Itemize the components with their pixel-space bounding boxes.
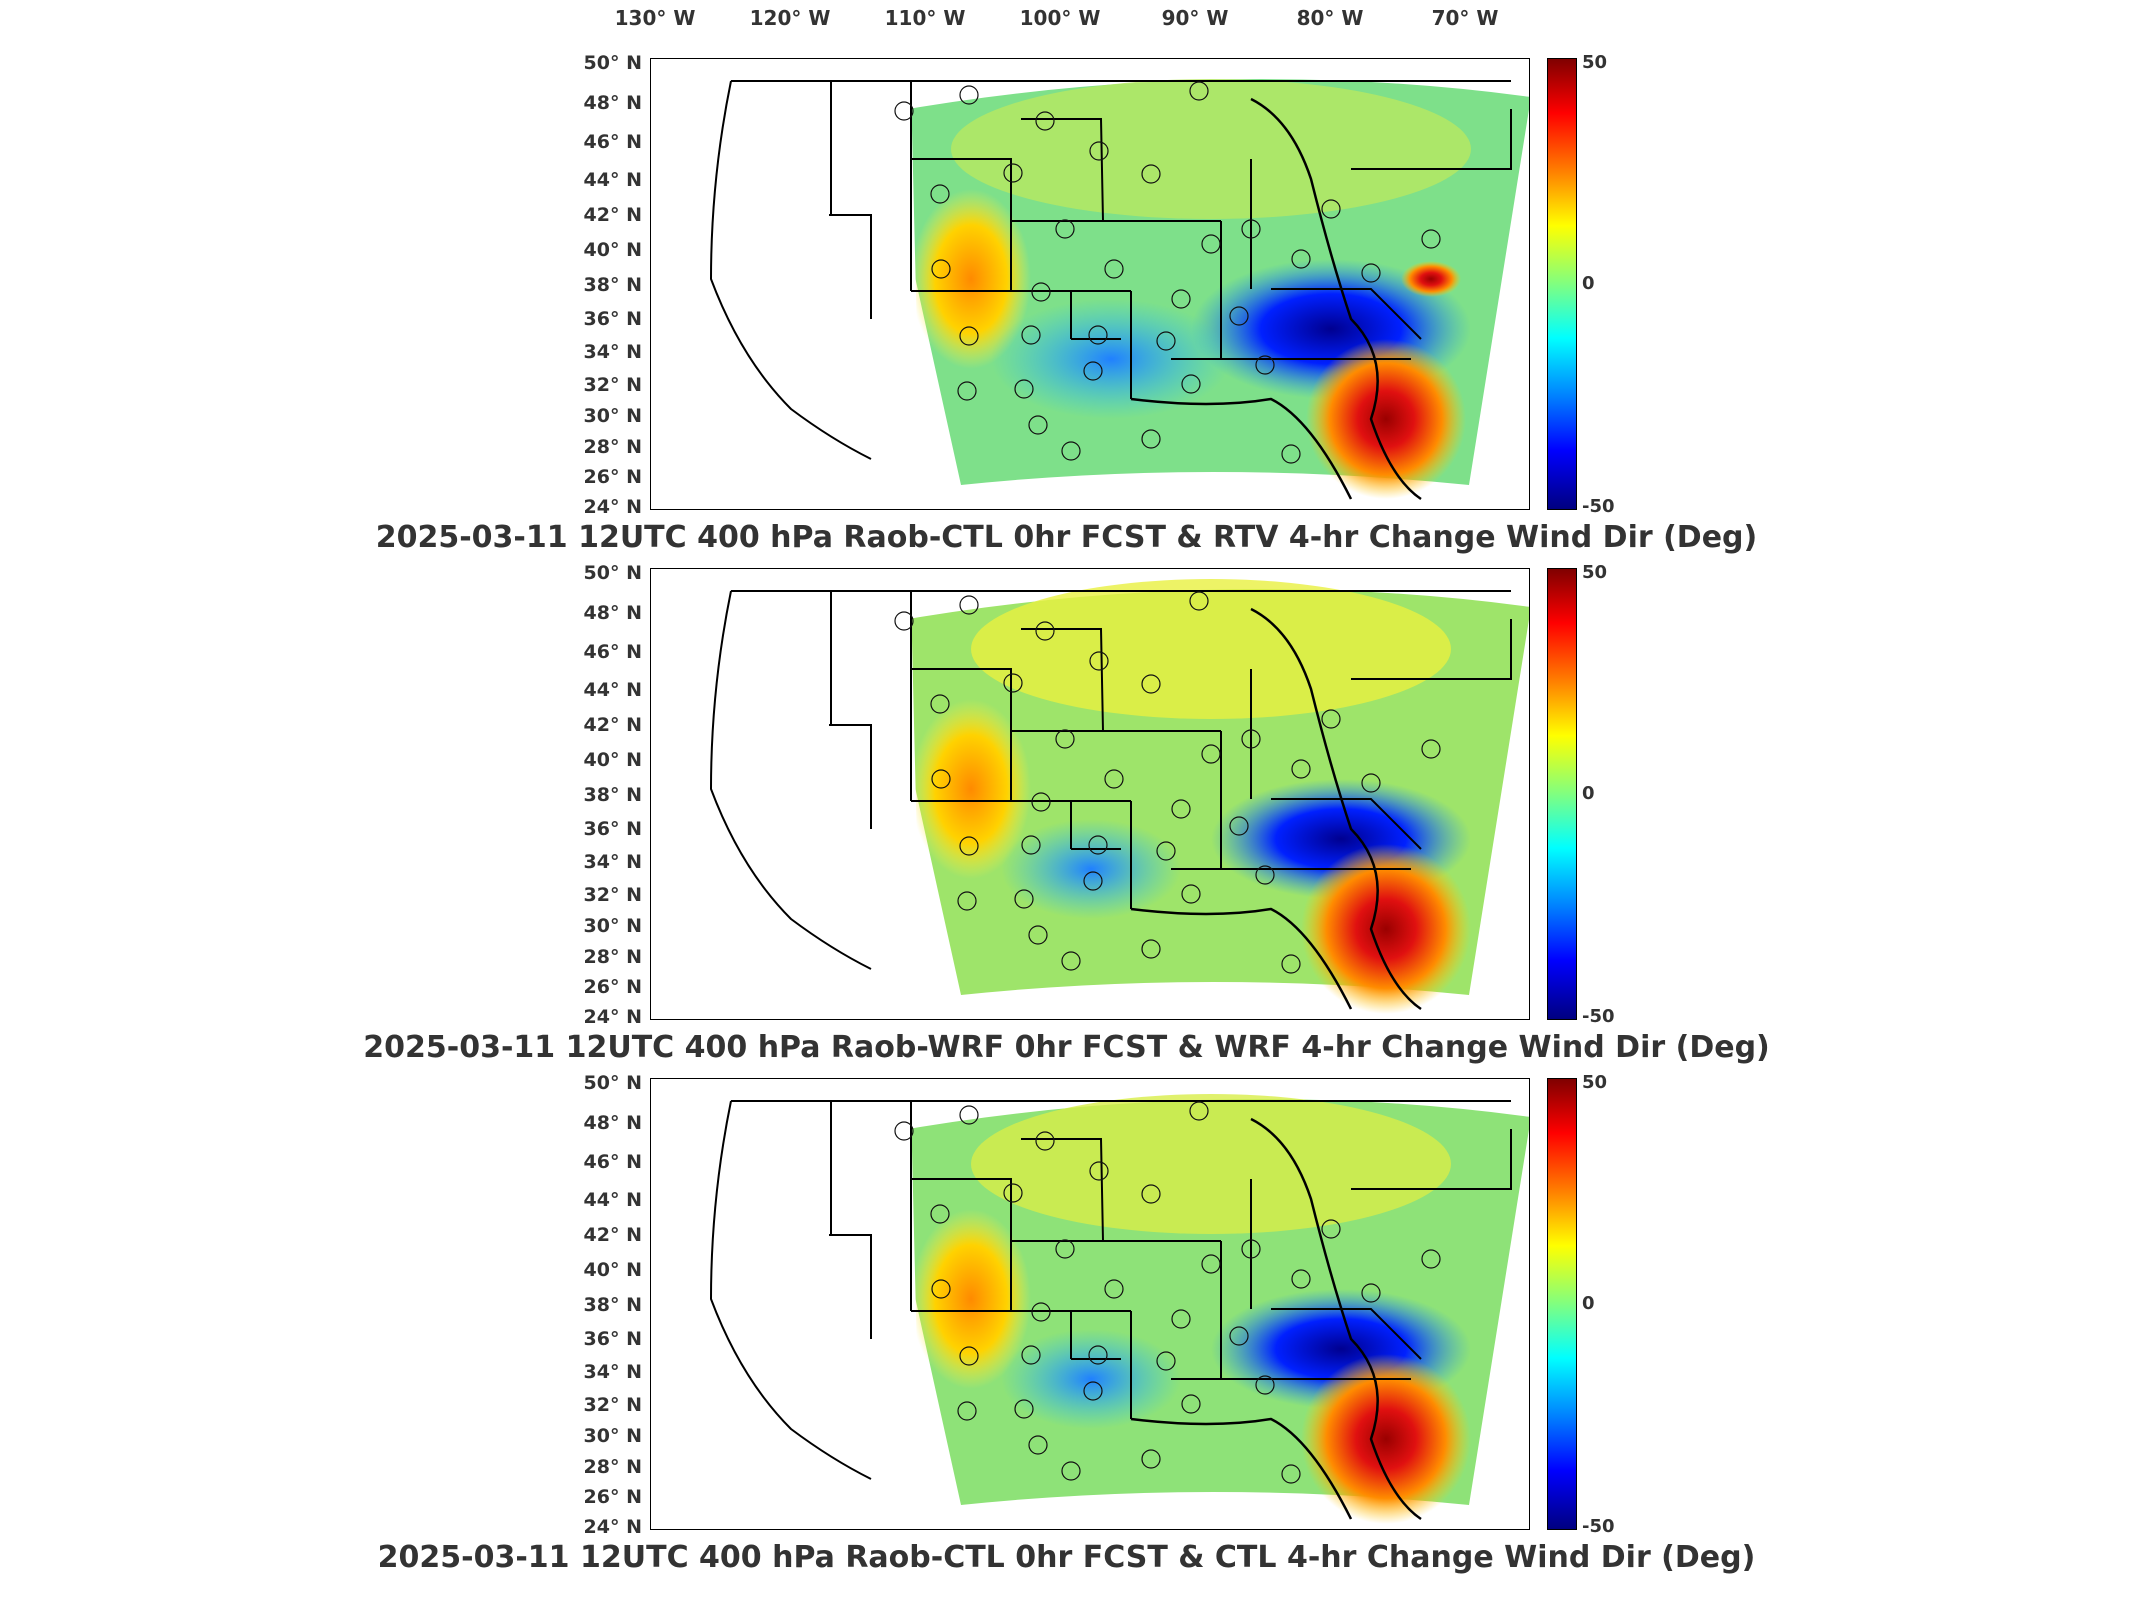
- lon-label-70w: 70° W: [1431, 6, 1499, 30]
- lat-label: 32° N: [583, 1394, 642, 1416]
- lat-label: 50° N: [583, 1072, 642, 1094]
- state-boundaries: [709, 590, 1512, 970]
- panel-title: 2025-03-11 12UTC 400 hPa Raob-WRF 0hr FC…: [363, 1030, 1770, 1065]
- lat-label: 48° N: [583, 1112, 642, 1134]
- map-plot: [704, 79, 1529, 501]
- map-plot: [704, 579, 1529, 1014]
- colorbar-min-label: -50: [1582, 1006, 1615, 1027]
- lat-label: 40° N: [583, 749, 642, 771]
- lon-label-120w: 120° W: [749, 6, 831, 30]
- panel-title: 2025-03-11 12UTC 400 hPa Raob-CTL 0hr FC…: [375, 520, 1758, 555]
- lat-label: 38° N: [583, 274, 642, 296]
- lat-label: 44° N: [583, 679, 642, 701]
- lat-label: 26° N: [583, 976, 642, 998]
- lat-label: 50° N: [583, 562, 642, 584]
- lat-label: 38° N: [583, 1294, 642, 1316]
- coastline: [1130, 607, 1422, 1011]
- map-panel-3: 50° N 48° N 46° N 44° N 42° N 40° N 38° N 36° N…: [0, 1072, 2133, 1588]
- coastline: [1130, 1117, 1422, 1521]
- lat-label: 44° N: [583, 169, 642, 191]
- lon-label-80w: 80° W: [1296, 6, 1364, 30]
- colorbar-mid-label: 0: [1582, 273, 1595, 294]
- lat-label: 50° N: [583, 52, 642, 74]
- lat-label: 46° N: [583, 641, 642, 663]
- lat-label: 34° N: [583, 341, 642, 363]
- lat-label: 30° N: [583, 405, 642, 427]
- lat-label: 40° N: [583, 239, 642, 261]
- lat-label: 42° N: [583, 714, 642, 736]
- lon-label-130w: 130° W: [614, 6, 696, 30]
- colorbar-min-label: -50: [1582, 496, 1615, 517]
- colorbar-max-label: 50: [1582, 52, 1608, 73]
- lat-label: 34° N: [583, 1361, 642, 1383]
- lat-label: 24° N: [583, 1006, 642, 1028]
- state-boundaries: [709, 80, 1512, 460]
- lat-label: 24° N: [583, 496, 642, 518]
- lat-label: 28° N: [583, 436, 642, 458]
- longitude-axis: 130° W 120° W 110° W 100° W 90° W 80° W …: [0, 0, 2133, 40]
- map-panel-2: 50° N 48° N 46° N 44° N 42° N 40° N 38° N 36° N…: [0, 562, 2133, 1078]
- panel-title: 2025-03-11 12UTC 400 hPa Raob-CTL 0hr FC…: [377, 1540, 1756, 1575]
- coastline: [1130, 97, 1422, 501]
- lon-label-110w: 110° W: [884, 6, 966, 30]
- lat-label: 48° N: [583, 602, 642, 624]
- map-frame: [650, 58, 1530, 510]
- colorbar-mid-label: 0: [1582, 783, 1595, 804]
- colorbar: [1547, 1078, 1577, 1530]
- map-panel-1: 50° N 48° N 46° N 44° N 42° N 40° N 38° N 36° N…: [0, 52, 2133, 568]
- lat-label: 36° N: [583, 308, 642, 330]
- lat-label: 40° N: [583, 1259, 642, 1281]
- lat-label: 32° N: [583, 884, 642, 906]
- colorbar-max-label: 50: [1582, 1072, 1608, 1093]
- lat-label: 38° N: [583, 784, 642, 806]
- colorbar-mid-label: 0: [1582, 1293, 1595, 1314]
- lon-label-90w: 90° W: [1161, 6, 1229, 30]
- lat-label: 26° N: [583, 466, 642, 488]
- colorbar-max-label: 50: [1582, 562, 1608, 583]
- lat-label: 42° N: [583, 1224, 642, 1246]
- lat-label: 36° N: [583, 818, 642, 840]
- lat-label: 28° N: [583, 1456, 642, 1478]
- lat-label: 42° N: [583, 204, 642, 226]
- state-boundaries: [709, 1100, 1512, 1480]
- lat-label: 48° N: [583, 92, 642, 114]
- lon-label-100w: 100° W: [1019, 6, 1101, 30]
- lat-label: 24° N: [583, 1516, 642, 1538]
- map-plot: [704, 1094, 1529, 1524]
- map-frame: [650, 1078, 1530, 1530]
- lat-label: 36° N: [583, 1328, 642, 1350]
- lat-label: 28° N: [583, 946, 642, 968]
- lat-label: 30° N: [583, 1425, 642, 1447]
- lat-label: 34° N: [583, 851, 642, 873]
- lat-label: 26° N: [583, 1486, 642, 1508]
- lat-label: 46° N: [583, 1151, 642, 1173]
- lat-label: 46° N: [583, 131, 642, 153]
- lat-label: 32° N: [583, 374, 642, 396]
- colorbar: [1547, 58, 1577, 510]
- lat-label: 30° N: [583, 915, 642, 937]
- colorbar-min-label: -50: [1582, 1516, 1615, 1537]
- map-frame: [650, 568, 1530, 1020]
- colorbar: [1547, 568, 1577, 1020]
- lat-label: 44° N: [583, 1189, 642, 1211]
